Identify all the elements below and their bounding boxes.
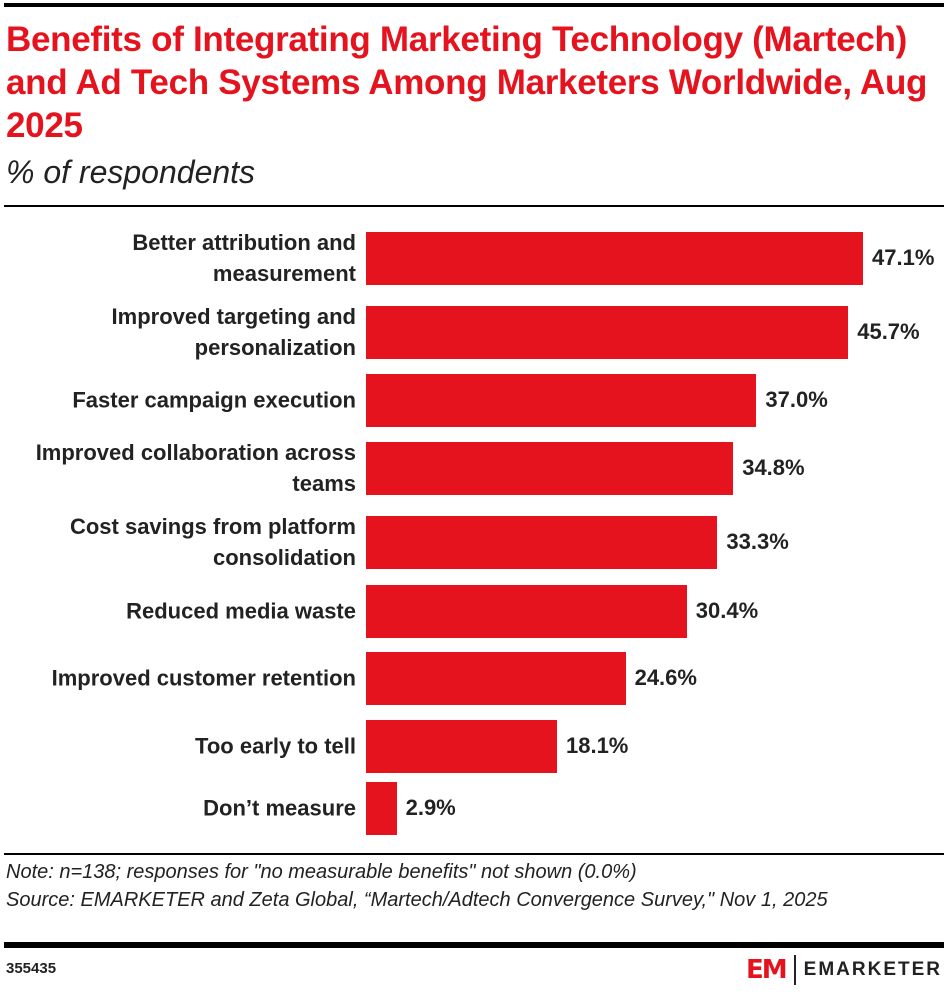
bar xyxy=(366,306,849,359)
header-rule xyxy=(4,205,944,207)
chart-id: 355435 xyxy=(6,960,57,977)
data-label: 34.8% xyxy=(742,455,805,480)
data-label: 45.7% xyxy=(857,319,920,344)
bar xyxy=(366,720,557,773)
data-label: 18.1% xyxy=(565,733,629,758)
chart-title: Benefits of Integrating Marketing Techno… xyxy=(6,20,928,145)
logo-mark: EM xyxy=(746,955,788,985)
category-label: Reduced media waste xyxy=(126,598,356,624)
category-label: Cost savings from platform consolidation xyxy=(69,514,356,570)
logo-divider xyxy=(793,955,796,985)
bar xyxy=(366,374,757,427)
category-label: Improved customer retention xyxy=(51,665,356,691)
chart-subtitle: % of respondents xyxy=(6,154,256,190)
category-label: Improved collaboration across teams xyxy=(35,440,356,496)
category-label: Better attribution and measurement xyxy=(132,230,356,286)
category-label: Improved targeting and personalization xyxy=(111,304,356,360)
category-label: Faster campaign execution xyxy=(72,387,356,413)
data-label: 30.4% xyxy=(695,598,759,623)
emarketer-logo: EM EMARKETER xyxy=(746,955,942,985)
chart-notes: Note: n=138; responses for "no measurabl… xyxy=(6,858,936,914)
source-text: Source: EMARKETER and Zeta Global, “Mart… xyxy=(6,889,828,911)
bar xyxy=(366,585,687,638)
bottom-rule xyxy=(4,942,944,948)
logo-wordmark: EMARKETER xyxy=(803,959,942,980)
top-rule xyxy=(4,3,944,7)
category-label: Don’t measure xyxy=(203,795,356,821)
bar xyxy=(366,232,863,285)
bar xyxy=(366,516,718,569)
data-label: 33.3% xyxy=(726,529,789,554)
data-label: 47.1% xyxy=(872,245,935,270)
category-label: Too early to tell xyxy=(195,733,356,759)
bar xyxy=(366,782,397,835)
footer-rule xyxy=(4,853,944,855)
note-text: Note: n=138; responses for "no measurabl… xyxy=(6,861,637,883)
data-label: 24.6% xyxy=(634,665,697,690)
data-label: 2.9% xyxy=(405,795,456,820)
data-label: 37.0% xyxy=(765,387,828,412)
bar xyxy=(366,442,734,495)
bar xyxy=(366,652,626,705)
